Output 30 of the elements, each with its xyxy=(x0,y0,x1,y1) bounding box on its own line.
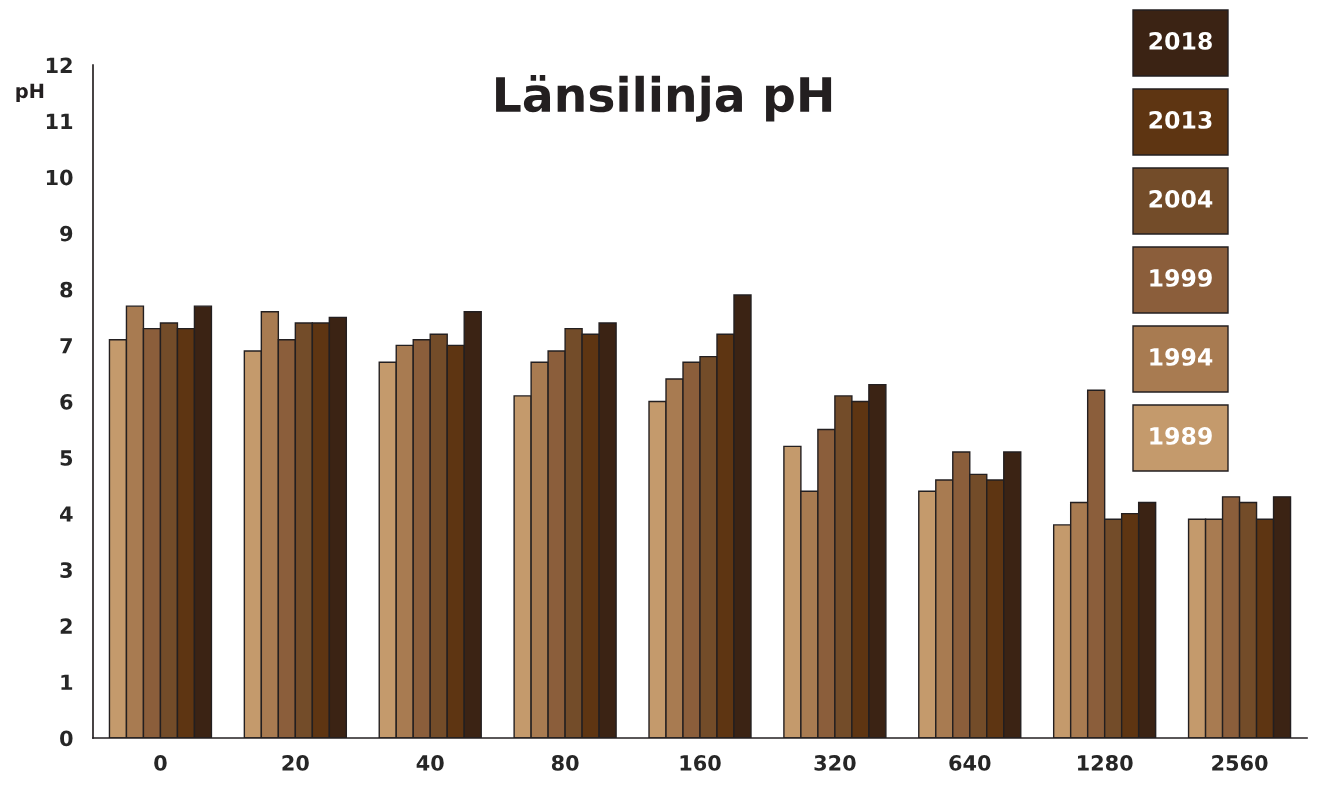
y-tick-label: 7 xyxy=(60,338,72,354)
text: 2004 xyxy=(1149,189,1213,208)
y-tick-label: 5 xyxy=(60,450,73,466)
x-tick-label: 40 xyxy=(416,755,444,771)
x-tick-label: 0 xyxy=(154,755,167,771)
y-tick-label: 3 xyxy=(60,562,72,578)
y-tick-label: 9 xyxy=(60,225,73,242)
y-tick-label: 2 xyxy=(60,618,72,634)
text: 1989 xyxy=(1150,426,1212,445)
y-tick-label: 0 xyxy=(60,730,73,747)
y-axis-title: pH xyxy=(16,83,44,103)
x-tick-label: 160 xyxy=(680,755,721,771)
x-tick-label: 80 xyxy=(551,755,579,771)
text: 2018 xyxy=(1149,31,1212,50)
text: 1994 xyxy=(1150,348,1213,366)
x-tick-label: 2560 xyxy=(1212,755,1268,771)
x-tick-label: 20 xyxy=(282,755,309,771)
x-tick-label: 640 xyxy=(949,755,991,771)
text: 1999 xyxy=(1150,269,1212,287)
x-tick-label: 320 xyxy=(814,755,856,771)
y-tick-label: 8 xyxy=(60,281,73,298)
y-tick-label: 10 xyxy=(46,169,73,186)
y-tick-label: 6 xyxy=(60,393,73,410)
x-tick-label: 1280 xyxy=(1078,755,1133,771)
y-tick-label: 12 xyxy=(46,57,72,73)
text: 2013 xyxy=(1149,110,1212,129)
chart-title: Länsilinja pH xyxy=(496,75,832,122)
y-tick-label: 1 xyxy=(61,674,73,690)
y-tick-label: 4 xyxy=(60,506,73,522)
y-tick-label: 11 xyxy=(46,113,73,129)
